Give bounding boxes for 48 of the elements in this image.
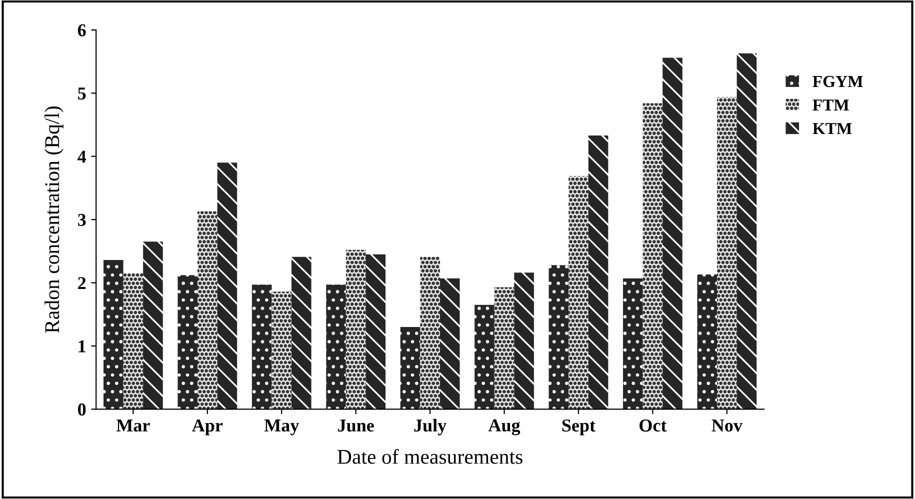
bar: [123, 273, 144, 410]
bar: [217, 162, 238, 410]
y-tick-label: 1: [78, 340, 86, 352]
legend-label: FTM: [812, 100, 849, 110]
y-tick-label: 5: [78, 88, 86, 100]
bar: [568, 176, 588, 410]
bar: [103, 260, 124, 410]
bar: [662, 58, 682, 410]
y-tick-label: 2: [78, 277, 86, 290]
bar: [494, 287, 514, 410]
bar: [440, 278, 460, 410]
y-tick-label: 0: [78, 403, 86, 416]
bar: [642, 103, 663, 410]
y-tick-label: 4: [78, 150, 86, 163]
y-tick-label: 3: [78, 214, 86, 226]
bar: [736, 53, 757, 410]
bar: [514, 272, 534, 410]
bar: [420, 256, 440, 410]
x-axis-title: Date of measurements: [338, 449, 522, 464]
bar: [548, 265, 569, 410]
y-tick-label: 6: [78, 24, 86, 36]
x-tick-label: May: [264, 420, 299, 436]
bar: [292, 256, 312, 410]
bar: [588, 135, 608, 410]
bar: [717, 96, 737, 410]
bar: [326, 284, 346, 410]
bar: [198, 211, 218, 410]
legend-label: KTM: [812, 123, 852, 134]
x-tick-label: June: [338, 420, 374, 432]
legend-label: FGYM: [812, 76, 863, 88]
x-tick-label: Aug: [488, 419, 520, 436]
x-tick-label: Mar: [116, 420, 150, 432]
bar: [366, 254, 386, 410]
y-axis-title: Radon concentration (Bq/l): [44, 106, 64, 333]
bar: [400, 327, 420, 410]
bar: [346, 250, 366, 410]
bar: [178, 275, 198, 410]
bar: [623, 278, 643, 410]
bar: [143, 242, 163, 410]
bar: [272, 292, 292, 410]
x-tick-label: July: [414, 418, 446, 436]
x-tick-label: Nov: [712, 420, 742, 432]
x-tick-label: Apr: [192, 420, 223, 436]
bar: [474, 304, 494, 410]
x-tick-label: Sept: [562, 419, 596, 436]
bar: [252, 284, 272, 410]
x-tick-label: Oct: [640, 419, 667, 432]
bar: [697, 274, 718, 410]
